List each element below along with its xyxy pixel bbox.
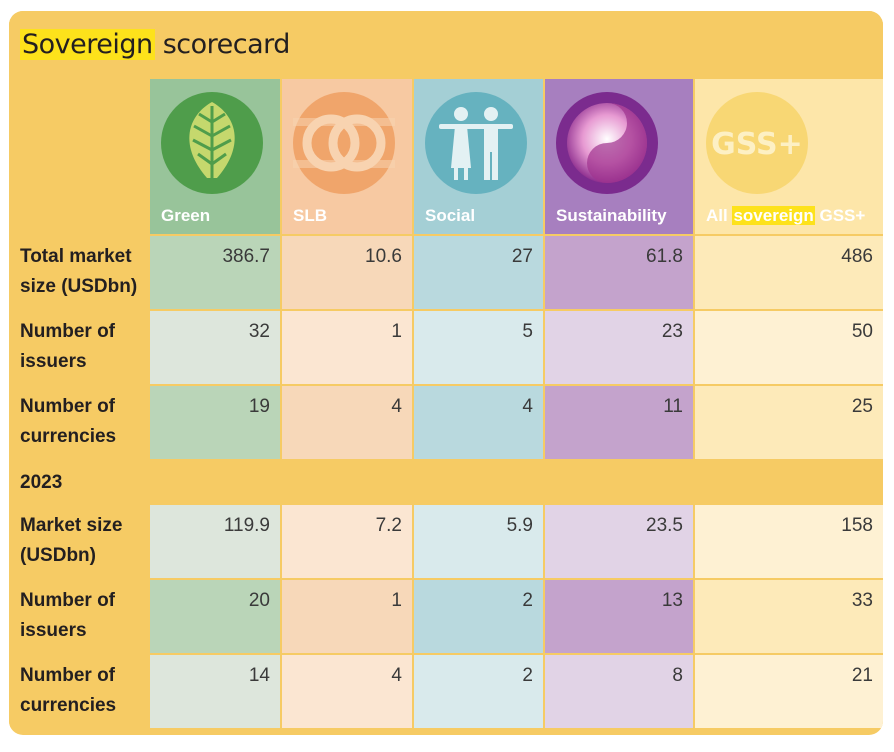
page-title: Sovereign scorecard: [20, 29, 290, 60]
column-label-all: All sovereign GSS+: [706, 206, 865, 226]
row-label-line: Total market: [20, 246, 132, 267]
scorecard-card: Sovereign scorecard Green SLB Social Sustai…: [9, 11, 883, 735]
table-cell-all: 21: [695, 655, 883, 728]
column-label-green: Green: [161, 206, 211, 225]
row-label-line: Number of: [20, 665, 115, 686]
table-cell-social: 5.9: [414, 505, 543, 578]
row-label-line: Market size: [20, 515, 123, 536]
table-cell-slb: 1: [282, 580, 412, 653]
table-cell-slb: 4: [282, 386, 412, 459]
people-icon: [425, 92, 527, 194]
row-label-line: (USDbn): [20, 545, 96, 566]
table-cell-all: 158: [695, 505, 883, 578]
title-rest: scorecard: [154, 29, 291, 60]
row-label: Number of issuers: [9, 580, 148, 653]
row-label: Number of currencies: [9, 386, 148, 459]
row-label: Market size (USDbn): [9, 505, 148, 578]
table-cell-sustainability: 8: [545, 655, 693, 728]
table-cell-sustainability: 61.8: [545, 236, 693, 309]
table-cell-green: 119.9: [150, 505, 280, 578]
swirl-icon: [556, 92, 658, 194]
row-label-line: currencies: [20, 695, 117, 716]
linked-rings-icon: [293, 92, 395, 194]
row-label-line: Number of: [20, 321, 115, 342]
gss-plus-icon: GSS+: [706, 92, 808, 194]
table-cell-green: 20: [150, 580, 280, 653]
column-header-slb: SLB: [282, 79, 412, 234]
row-label: Number of currencies: [9, 655, 148, 728]
column-label-social: Social: [425, 206, 476, 225]
column-header-green: Green: [150, 79, 280, 234]
svg-text:GSS+: GSS+: [711, 127, 803, 162]
column-label-all-highlight: sovereign: [732, 206, 815, 225]
table-cell-sustainability: 23: [545, 311, 693, 384]
table-cell-social: 5: [414, 311, 543, 384]
leaf-icon: [161, 92, 263, 194]
header-corner: [9, 79, 148, 234]
row-label-line: Number of: [20, 590, 115, 611]
table-cell-slb: 4: [282, 655, 412, 728]
table-cell-green: 32: [150, 311, 280, 384]
table-cell-slb: 10.6: [282, 236, 412, 309]
table-cell-social: 2: [414, 580, 543, 653]
table-cell-sustainability: 23.5: [545, 505, 693, 578]
table-cell-all: 25: [695, 386, 883, 459]
row-label-line: issuers: [20, 351, 87, 372]
title-highlight: Sovereign: [20, 29, 155, 60]
table-cell-green: 14: [150, 655, 280, 728]
table-cell-slb: 1: [282, 311, 412, 384]
table-cell-all: 33: [695, 580, 883, 653]
table-cell-green: 386.7: [150, 236, 280, 309]
table-cell-all: 50: [695, 311, 883, 384]
column-label-all-post: GSS+: [814, 206, 866, 225]
row-label-line: size (USDbn): [20, 276, 138, 297]
table-cell-social: 2: [414, 655, 543, 728]
table-cell-green: 19: [150, 386, 280, 459]
row-label: Number of issuers: [9, 311, 148, 384]
column-header-social: Social: [414, 79, 543, 234]
table-cell-sustainability: 13: [545, 580, 693, 653]
table-cell-social: 27: [414, 236, 543, 309]
column-header-sustainability: Sustainability: [545, 79, 693, 234]
row-label-line: issuers: [20, 620, 87, 641]
table-cell-social: 4: [414, 386, 543, 459]
table-cell-slb: 7.2: [282, 505, 412, 578]
row-label-line: currencies: [20, 426, 117, 447]
table-cell-sustainability: 11: [545, 386, 693, 459]
table-cell-all: 486: [695, 236, 883, 309]
column-label-slb: SLB: [293, 206, 327, 225]
column-header-all: GSS+ All sovereign GSS+: [695, 79, 883, 234]
column-label-all-pre: All: [706, 206, 733, 225]
row-label-line: Number of: [20, 396, 115, 417]
row-label: Total market size (USDbn): [9, 236, 148, 309]
column-label-sustainability: Sustainability: [556, 206, 667, 225]
section-heading-2023: 2023: [9, 461, 883, 503]
title-bar: Sovereign scorecard: [9, 11, 883, 77]
